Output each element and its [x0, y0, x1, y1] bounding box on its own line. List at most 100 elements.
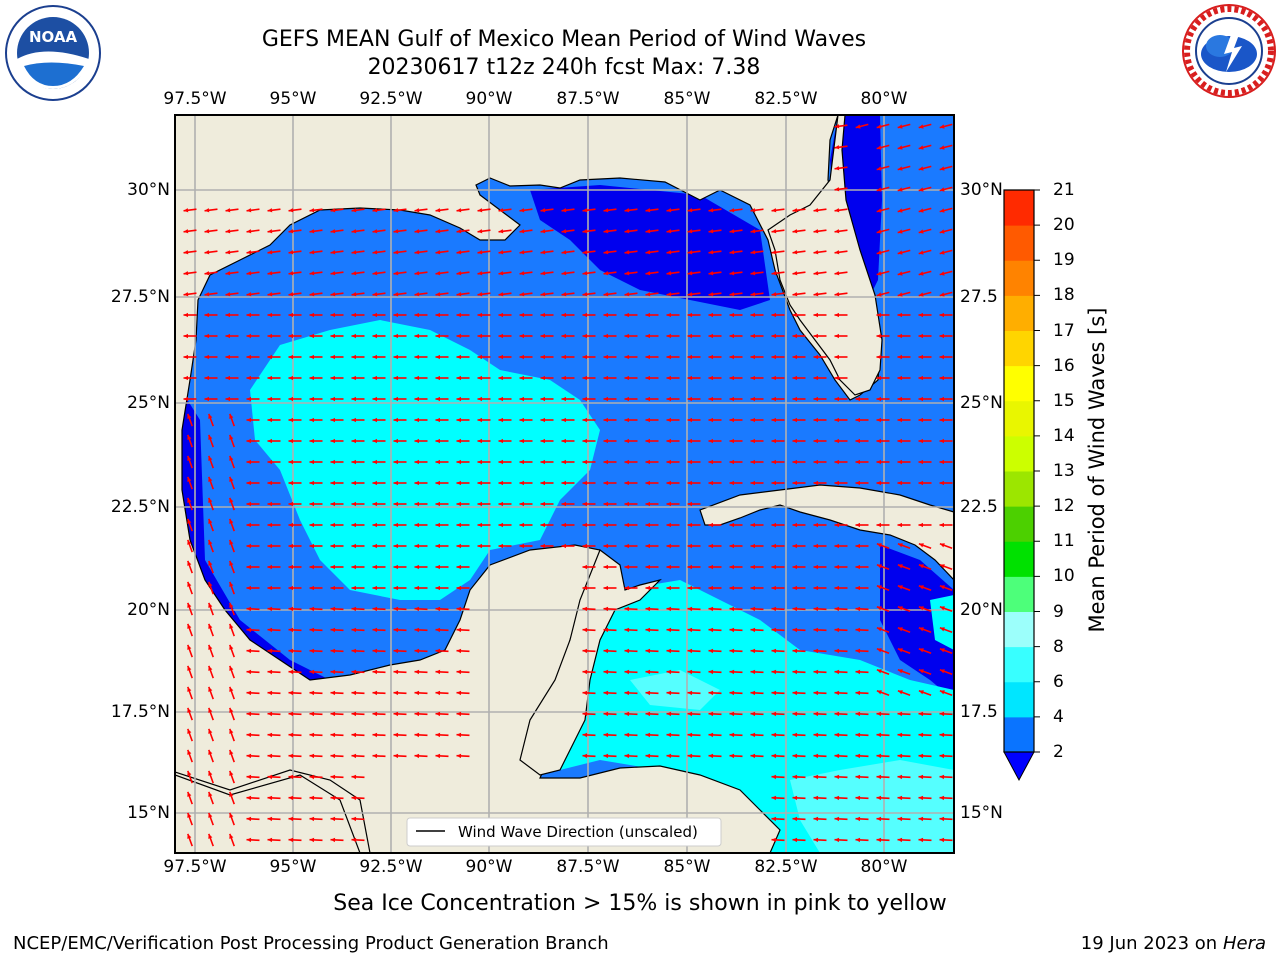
wind-arrow-head: [435, 250, 441, 255]
wind-arrow-head: [792, 250, 798, 255]
lat-tick-label: 17.5°N: [110, 702, 170, 722]
colorbar-tick-label: 2: [1053, 742, 1064, 762]
wind-arrow-head: [813, 837, 819, 843]
wind-arrow-head: [456, 648, 462, 654]
wind-arrow-head: [309, 438, 315, 444]
wind-arrow-head: [603, 501, 609, 507]
wind-arrow-head: [729, 229, 735, 234]
wind-arrow-head: [187, 707, 192, 713]
wind-arrow-head: [414, 753, 420, 759]
colorbar-segment: [1004, 225, 1034, 261]
wind-arrow-head: [939, 459, 945, 465]
wind-arrow-head: [687, 229, 693, 234]
wind-arrow-head: [435, 648, 441, 654]
wind-arrow-head: [939, 438, 945, 444]
wind-arrow-head: [561, 208, 567, 213]
wind-arrow-head: [897, 166, 903, 171]
wind-arrow-head: [187, 770, 192, 776]
wind-arrow-head: [708, 375, 714, 381]
wind-arrow-head: [435, 271, 441, 276]
wind-arrow-head: [645, 606, 651, 612]
wind-arrow-head: [603, 375, 609, 381]
wind-arrow-head: [582, 690, 588, 696]
wind-arrow-head: [477, 271, 483, 276]
wind-arrow-head: [603, 208, 609, 213]
wind-arrow-head: [187, 434, 192, 440]
lon-tick-label: 90°W: [465, 857, 513, 877]
colorbar-title: Mean Period of Wind Waves [s]: [1085, 307, 1109, 633]
wind-arrow-head: [729, 606, 735, 612]
wind-arrow-head: [330, 229, 336, 234]
wind-arrow-head: [330, 292, 336, 297]
wind-arrow-head: [393, 564, 399, 570]
wind-arrow-head: [225, 333, 231, 339]
wind-arrow-head: [729, 564, 735, 570]
wind-arrow-head: [792, 292, 798, 297]
wind-arrow-head: [603, 229, 609, 234]
wind-arrow-head: [208, 707, 213, 713]
wind-arrow-head: [246, 208, 252, 213]
wind-arrow-head: [414, 459, 420, 465]
wind-arrow-head: [540, 271, 546, 276]
wind-arrow-head: [330, 333, 336, 339]
wind-arrow-head: [246, 774, 252, 780]
period-band-6-8s: [630, 670, 954, 853]
wind-arrow-head: [876, 396, 882, 402]
wind-arrow-head: [771, 354, 777, 360]
wind-arrow-head: [708, 606, 714, 612]
wind-arrow-head: [498, 333, 504, 339]
wind-arrow-head: [477, 396, 483, 402]
wind-arrow-head: [666, 732, 672, 738]
wind-arrow-head: [582, 312, 588, 318]
wind-arrow-head: [918, 606, 924, 611]
wind-arrow-head: [288, 522, 294, 528]
wind-arrow-head: [208, 665, 213, 671]
wind-arrow-head: [939, 774, 945, 780]
wind-arrow-head: [939, 145, 945, 150]
wind-arrow-head: [897, 250, 903, 255]
wind-arrow-head: [834, 417, 840, 423]
wind-arrow-head: [435, 543, 441, 549]
wind-arrow-head: [666, 312, 672, 318]
wind-arrow-head: [939, 627, 945, 632]
wind-arrow-head: [229, 560, 234, 566]
wind-arrow-head: [267, 816, 273, 822]
wind-arrow-head: [393, 690, 399, 696]
wind-arrow-head: [208, 728, 213, 734]
wind-arrow-head: [540, 292, 546, 297]
wind-arrow-head: [267, 271, 273, 276]
wind-arrow-head: [288, 396, 294, 402]
wind-arrow-head: [855, 816, 861, 822]
wind-arrow-head: [246, 501, 252, 507]
wind-arrow-head: [918, 648, 924, 653]
wind-arrow-head: [393, 354, 399, 360]
wind-arrow-head: [834, 354, 840, 360]
wind-arrow-head: [229, 455, 234, 461]
wind-arrow-head: [414, 229, 420, 234]
wind-arrow-head: [939, 271, 945, 276]
wind-arrow-head: [288, 250, 294, 255]
wind-arrow-head: [351, 585, 357, 591]
wind-arrow-head: [351, 208, 357, 213]
lon-tick-label: 92.5°W: [359, 89, 423, 109]
wind-arrow-head: [477, 250, 483, 255]
colorbar-segment: [1004, 611, 1034, 648]
wind-arrow-head: [876, 250, 882, 255]
wind-arrow-head: [414, 438, 420, 444]
wind-arrow-head: [288, 312, 294, 318]
wind-arrow-head: [603, 312, 609, 318]
wind-arrow-head: [393, 648, 399, 654]
wind-arrow-head: [939, 292, 945, 297]
colorbar-tick-label: 21: [1053, 180, 1075, 200]
wind-arrow-head: [939, 396, 945, 402]
wind-arrow-head: [582, 480, 588, 486]
wind-arrow-head: [834, 375, 840, 381]
wind-arrow-head: [771, 522, 777, 528]
wind-arrow-head: [687, 522, 693, 528]
wind-arrow-head: [771, 438, 777, 444]
wind-arrow-head: [435, 333, 441, 339]
wind-arrow-head: [267, 333, 273, 339]
wind-arrow-head: [372, 543, 378, 549]
wind-arrow-head: [624, 271, 630, 276]
wind-arrow-head: [918, 271, 924, 276]
